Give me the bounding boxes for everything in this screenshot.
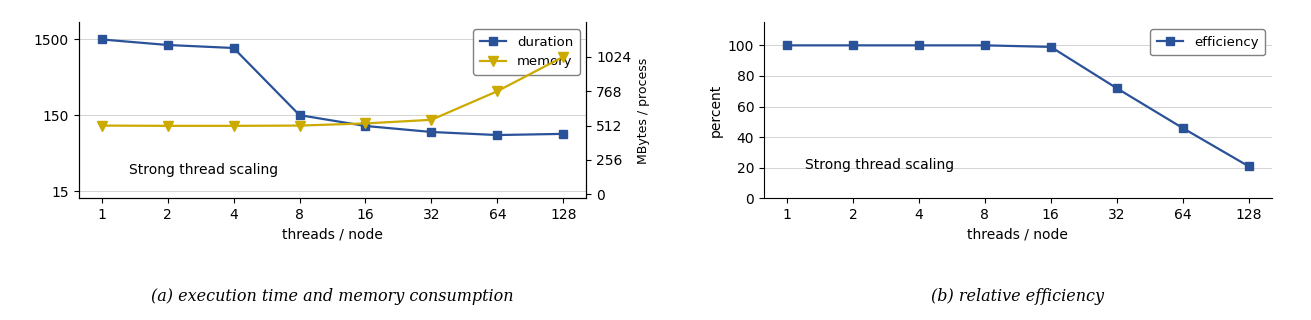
memory — [423, 118, 439, 122]
memory — [291, 124, 307, 127]
duration — [94, 37, 110, 41]
efficiency — [846, 44, 861, 47]
Text: (a) execution time and memory consumption: (a) execution time and memory consumptio… — [151, 288, 514, 305]
memory — [225, 124, 241, 128]
memory — [94, 124, 110, 127]
Text: (b) relative efficiency: (b) relative efficiency — [931, 288, 1104, 305]
duration — [160, 43, 176, 47]
efficiency — [1175, 126, 1190, 130]
Legend: duration, memory: duration, memory — [473, 29, 579, 75]
Text: Strong thread scaling: Strong thread scaling — [805, 158, 953, 172]
efficiency — [1109, 86, 1125, 90]
duration — [358, 124, 374, 128]
Legend: efficiency: efficiency — [1150, 29, 1265, 55]
duration — [556, 132, 572, 136]
duration — [489, 133, 505, 137]
efficiency — [911, 44, 927, 47]
efficiency — [1044, 45, 1059, 49]
efficiency — [977, 44, 992, 47]
efficiency — [1240, 164, 1256, 168]
Y-axis label: percent: percent — [708, 84, 722, 137]
duration — [423, 130, 439, 134]
memory — [160, 124, 176, 128]
efficiency — [779, 44, 794, 47]
duration — [225, 46, 241, 50]
Y-axis label: MBytes / process: MBytes / process — [637, 57, 650, 164]
Line: duration: duration — [97, 35, 568, 139]
memory — [489, 89, 505, 93]
Text: Strong thread scaling: Strong thread scaling — [130, 163, 278, 177]
memory — [556, 55, 572, 59]
duration — [291, 113, 307, 117]
memory — [358, 122, 374, 125]
X-axis label: threads / node: threads / node — [282, 228, 383, 242]
X-axis label: threads / node: threads / node — [968, 228, 1068, 242]
Line: efficiency: efficiency — [783, 41, 1253, 171]
Line: memory: memory — [97, 52, 568, 131]
